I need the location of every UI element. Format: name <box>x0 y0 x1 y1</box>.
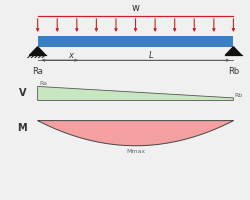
Text: L: L <box>148 50 152 59</box>
Text: w: w <box>131 3 139 13</box>
Polygon shape <box>224 47 240 56</box>
Text: Rb: Rb <box>234 93 242 98</box>
Text: Mmax: Mmax <box>126 148 144 153</box>
Text: Ra: Ra <box>39 80 47 85</box>
Polygon shape <box>38 121 232 146</box>
Text: x: x <box>68 50 72 59</box>
Text: Ra: Ra <box>32 67 43 76</box>
FancyBboxPatch shape <box>38 36 232 47</box>
Polygon shape <box>30 47 46 56</box>
Text: Rb: Rb <box>227 67 238 76</box>
Text: M: M <box>17 122 26 132</box>
Text: V: V <box>19 88 26 98</box>
Polygon shape <box>38 87 232 101</box>
